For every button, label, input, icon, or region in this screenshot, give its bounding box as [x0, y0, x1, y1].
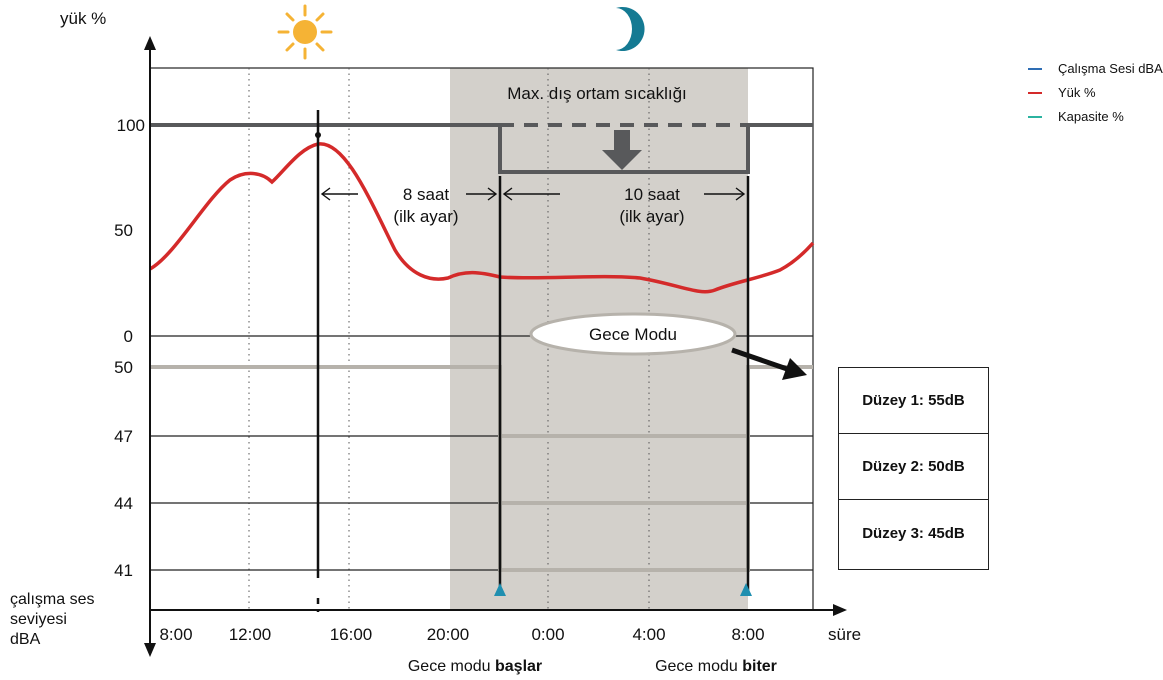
end-prefix: Gece modu [655, 658, 742, 675]
y-top-axis-title: yük % [60, 9, 106, 28]
end-bold: biter [742, 658, 777, 675]
capacity-line [150, 123, 813, 174]
y-bottom-axis-title-1: çalışma ses [10, 591, 94, 608]
y-top-tick-labels: 100 50 0 [114, 116, 145, 346]
legend-item-capacity: Kapasite % [1028, 106, 1163, 127]
capacity-down-arrow [602, 130, 642, 170]
x-tick-4: 20:00 [427, 625, 470, 644]
night-mode-bubble [529, 312, 737, 356]
db-tick-47: 47 [114, 427, 133, 446]
x-tick-labels: 8:00 12:00 16:00 20:00 0:00 4:00 8:00 [159, 625, 764, 644]
night-mode-end-label: Gece modu biter [655, 658, 777, 675]
y-bottom-tick-labels: 50 47 44 41 [114, 358, 133, 580]
level-3-cell: Düzey 3: 45dB [862, 524, 965, 542]
legend-swatch-load [1028, 91, 1042, 94]
legend-label-capacity: Kapasite % [1058, 109, 1124, 124]
night-mode-start-label: Gece modu başlar [408, 658, 542, 675]
level-2-cell: Düzey 2: 50dB [839, 434, 988, 500]
night-mode-arrow [731, 347, 807, 380]
night-start-marker [494, 583, 506, 596]
legend-swatch-capacity [1028, 115, 1042, 118]
x-tick-2: 12:00 [229, 625, 272, 644]
x-axis-title: süre [828, 625, 861, 644]
sound-level-line [150, 365, 813, 572]
y-axis-up-arrow [144, 36, 156, 50]
y-axis-down-arrow [144, 643, 156, 657]
max-temperature-label: Max. dış ortam sıcaklığı [507, 84, 687, 103]
sun-icon [277, 4, 333, 60]
axes [149, 48, 835, 645]
moon-icon [616, 7, 645, 52]
x-tick-7: 8:00 [731, 625, 764, 644]
legend-label-sound: Çalışma Sesi dBA [1058, 61, 1163, 76]
night-end-marker [740, 583, 752, 596]
db-tick-44: 44 [114, 494, 133, 513]
y-tick-0: 0 [124, 327, 133, 346]
x-axis-arrow [833, 604, 847, 616]
legend-item-sound: Çalışma Sesi dBA [1028, 58, 1163, 79]
legend-label-load: Yük % [1058, 85, 1096, 100]
legend: Çalışma Sesi dBA Yük % Kapasite % [1028, 58, 1163, 130]
y-bottom-axis-title-3: dBA [10, 631, 41, 648]
duration-arrows [320, 187, 746, 201]
load-curve [149, 142, 815, 294]
level-1-cell: Düzey 1: 55dB [839, 368, 988, 434]
db-tick-41: 41 [114, 561, 133, 580]
legend-swatch-sound [1028, 67, 1042, 70]
y-tick-100: 100 [117, 116, 145, 135]
x-tick-6: 4:00 [632, 625, 665, 644]
legend-item-load: Yük % [1028, 82, 1163, 103]
eight-hours-label: 8 saat [403, 185, 450, 204]
y-tick-50: 50 [114, 221, 133, 240]
eight-hours-sub-label: (ilk ayar) [393, 207, 458, 226]
y-bottom-axis-title-2: seviyesi [10, 611, 67, 628]
ten-hours-label: 10 saat [624, 185, 680, 204]
db-tick-50: 50 [114, 358, 133, 377]
peak-dot [315, 132, 321, 138]
ten-hours-sub-label: (ilk ayar) [619, 207, 684, 226]
x-tick-3: 16:00 [330, 625, 373, 644]
start-prefix: Gece modu [408, 658, 495, 675]
start-bold: başlar [495, 658, 542, 675]
x-tick-1: 8:00 [159, 625, 192, 644]
night-mode-label: Gece Modu [589, 325, 677, 344]
noise-levels-table: Düzey 1: 55dB Düzey 2: 50dB Düzey 3: 45d… [838, 367, 989, 570]
x-tick-5: 0:00 [531, 625, 564, 644]
